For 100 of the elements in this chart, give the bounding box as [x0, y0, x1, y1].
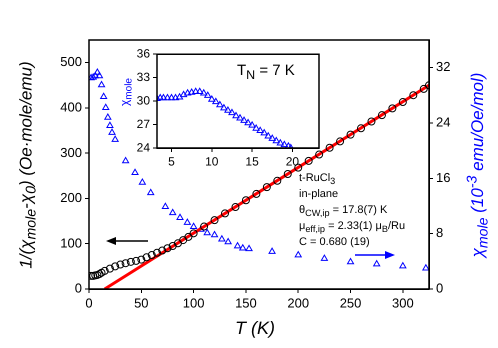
- annotation: μ$_{eff,ip}$ = 2.33(1) μ$_{B}$/Ru: [299, 220, 406, 234]
- x-tick-label: 100: [182, 295, 204, 310]
- point: [132, 168, 139, 176]
- point: [256, 126, 264, 134]
- point: [111, 262, 120, 270]
- y-tick-label: 400: [60, 99, 82, 114]
- x-tick-label: 10: [205, 154, 219, 169]
- point: [248, 121, 256, 128]
- y-tick-label: 33: [136, 70, 150, 84]
- y-tick-label: 0: [74, 280, 82, 296]
- point: [92, 72, 99, 78]
- point: [94, 68, 101, 75]
- point: [184, 89, 192, 96]
- point: [160, 94, 167, 100]
- point: [268, 134, 276, 141]
- y-tick-label: 36: [136, 46, 150, 61]
- x-tick-label: 20: [286, 154, 300, 169]
- point: [409, 91, 418, 100]
- y-tick-label: 24: [136, 140, 150, 154]
- point: [93, 270, 102, 279]
- point: [147, 188, 154, 196]
- point: [192, 88, 200, 94]
- y-tick-label: 500: [60, 54, 82, 70]
- point: [102, 104, 110, 110]
- point: [148, 251, 156, 260]
- point: [179, 236, 188, 244]
- point: [169, 208, 176, 216]
- point: [336, 137, 344, 146]
- point: [184, 232, 192, 241]
- point: [204, 92, 212, 98]
- x-tick-label: 300: [392, 295, 414, 310]
- point: [246, 244, 253, 252]
- point: [260, 129, 268, 136]
- point: [98, 80, 106, 88]
- point: [104, 113, 112, 120]
- point: [231, 203, 240, 212]
- point: [106, 264, 114, 273]
- point: [398, 98, 407, 106]
- point: [188, 88, 196, 95]
- point: [122, 259, 130, 268]
- point: [326, 144, 334, 152]
- x-tick-label: 250: [340, 295, 362, 310]
- point: [126, 258, 135, 266]
- point: [252, 190, 260, 198]
- point: [172, 94, 180, 100]
- point: [294, 251, 302, 258]
- y2-tick-label: 0: [436, 280, 444, 296]
- x-tick-label: 15: [245, 154, 260, 169]
- point: [200, 222, 208, 231]
- point: [174, 239, 182, 248]
- point: [210, 216, 219, 224]
- point: [220, 104, 228, 110]
- point: [367, 117, 376, 126]
- point: [190, 222, 198, 229]
- point: [184, 218, 191, 225]
- point: [221, 209, 229, 218]
- x-tick-label: 0: [85, 295, 93, 310]
- point: [90, 73, 97, 80]
- point: [252, 124, 260, 131]
- y-tick-label: 200: [60, 190, 82, 206]
- annotation: in-plane: [299, 188, 338, 200]
- point: [218, 235, 226, 242]
- point: [224, 238, 232, 244]
- y2-tick-label: 8: [436, 225, 444, 240]
- point: [373, 260, 380, 266]
- point: [236, 114, 244, 121]
- point: [116, 260, 124, 269]
- point: [268, 248, 276, 254]
- point: [100, 266, 109, 275]
- point: [216, 101, 224, 108]
- point: [388, 104, 396, 112]
- point: [138, 178, 146, 185]
- point: [196, 88, 204, 94]
- y-tick-label: 30: [136, 93, 150, 108]
- y-tick-label: 100: [60, 235, 82, 250]
- point: [106, 122, 114, 128]
- annotation: T$_{N}$ = 7 K: [237, 62, 295, 82]
- point: [162, 202, 169, 209]
- point: [272, 136, 280, 144]
- point: [200, 89, 208, 96]
- point: [190, 229, 198, 238]
- point: [211, 231, 218, 238]
- point: [346, 130, 355, 139]
- point: [204, 228, 211, 236]
- point: [262, 183, 271, 192]
- point: [142, 253, 151, 262]
- point: [168, 242, 177, 250]
- y2-tick-label: 24: [436, 114, 450, 130]
- point: [208, 96, 216, 102]
- point: [168, 94, 176, 100]
- y-tick-label: 27: [136, 116, 150, 131]
- point: [153, 248, 161, 257]
- point: [96, 72, 103, 78]
- point: [399, 262, 406, 268]
- point: [112, 136, 119, 142]
- point: [320, 254, 328, 261]
- point: [224, 106, 232, 113]
- point: [276, 139, 284, 146]
- point: [157, 94, 164, 100]
- point: [212, 98, 220, 104]
